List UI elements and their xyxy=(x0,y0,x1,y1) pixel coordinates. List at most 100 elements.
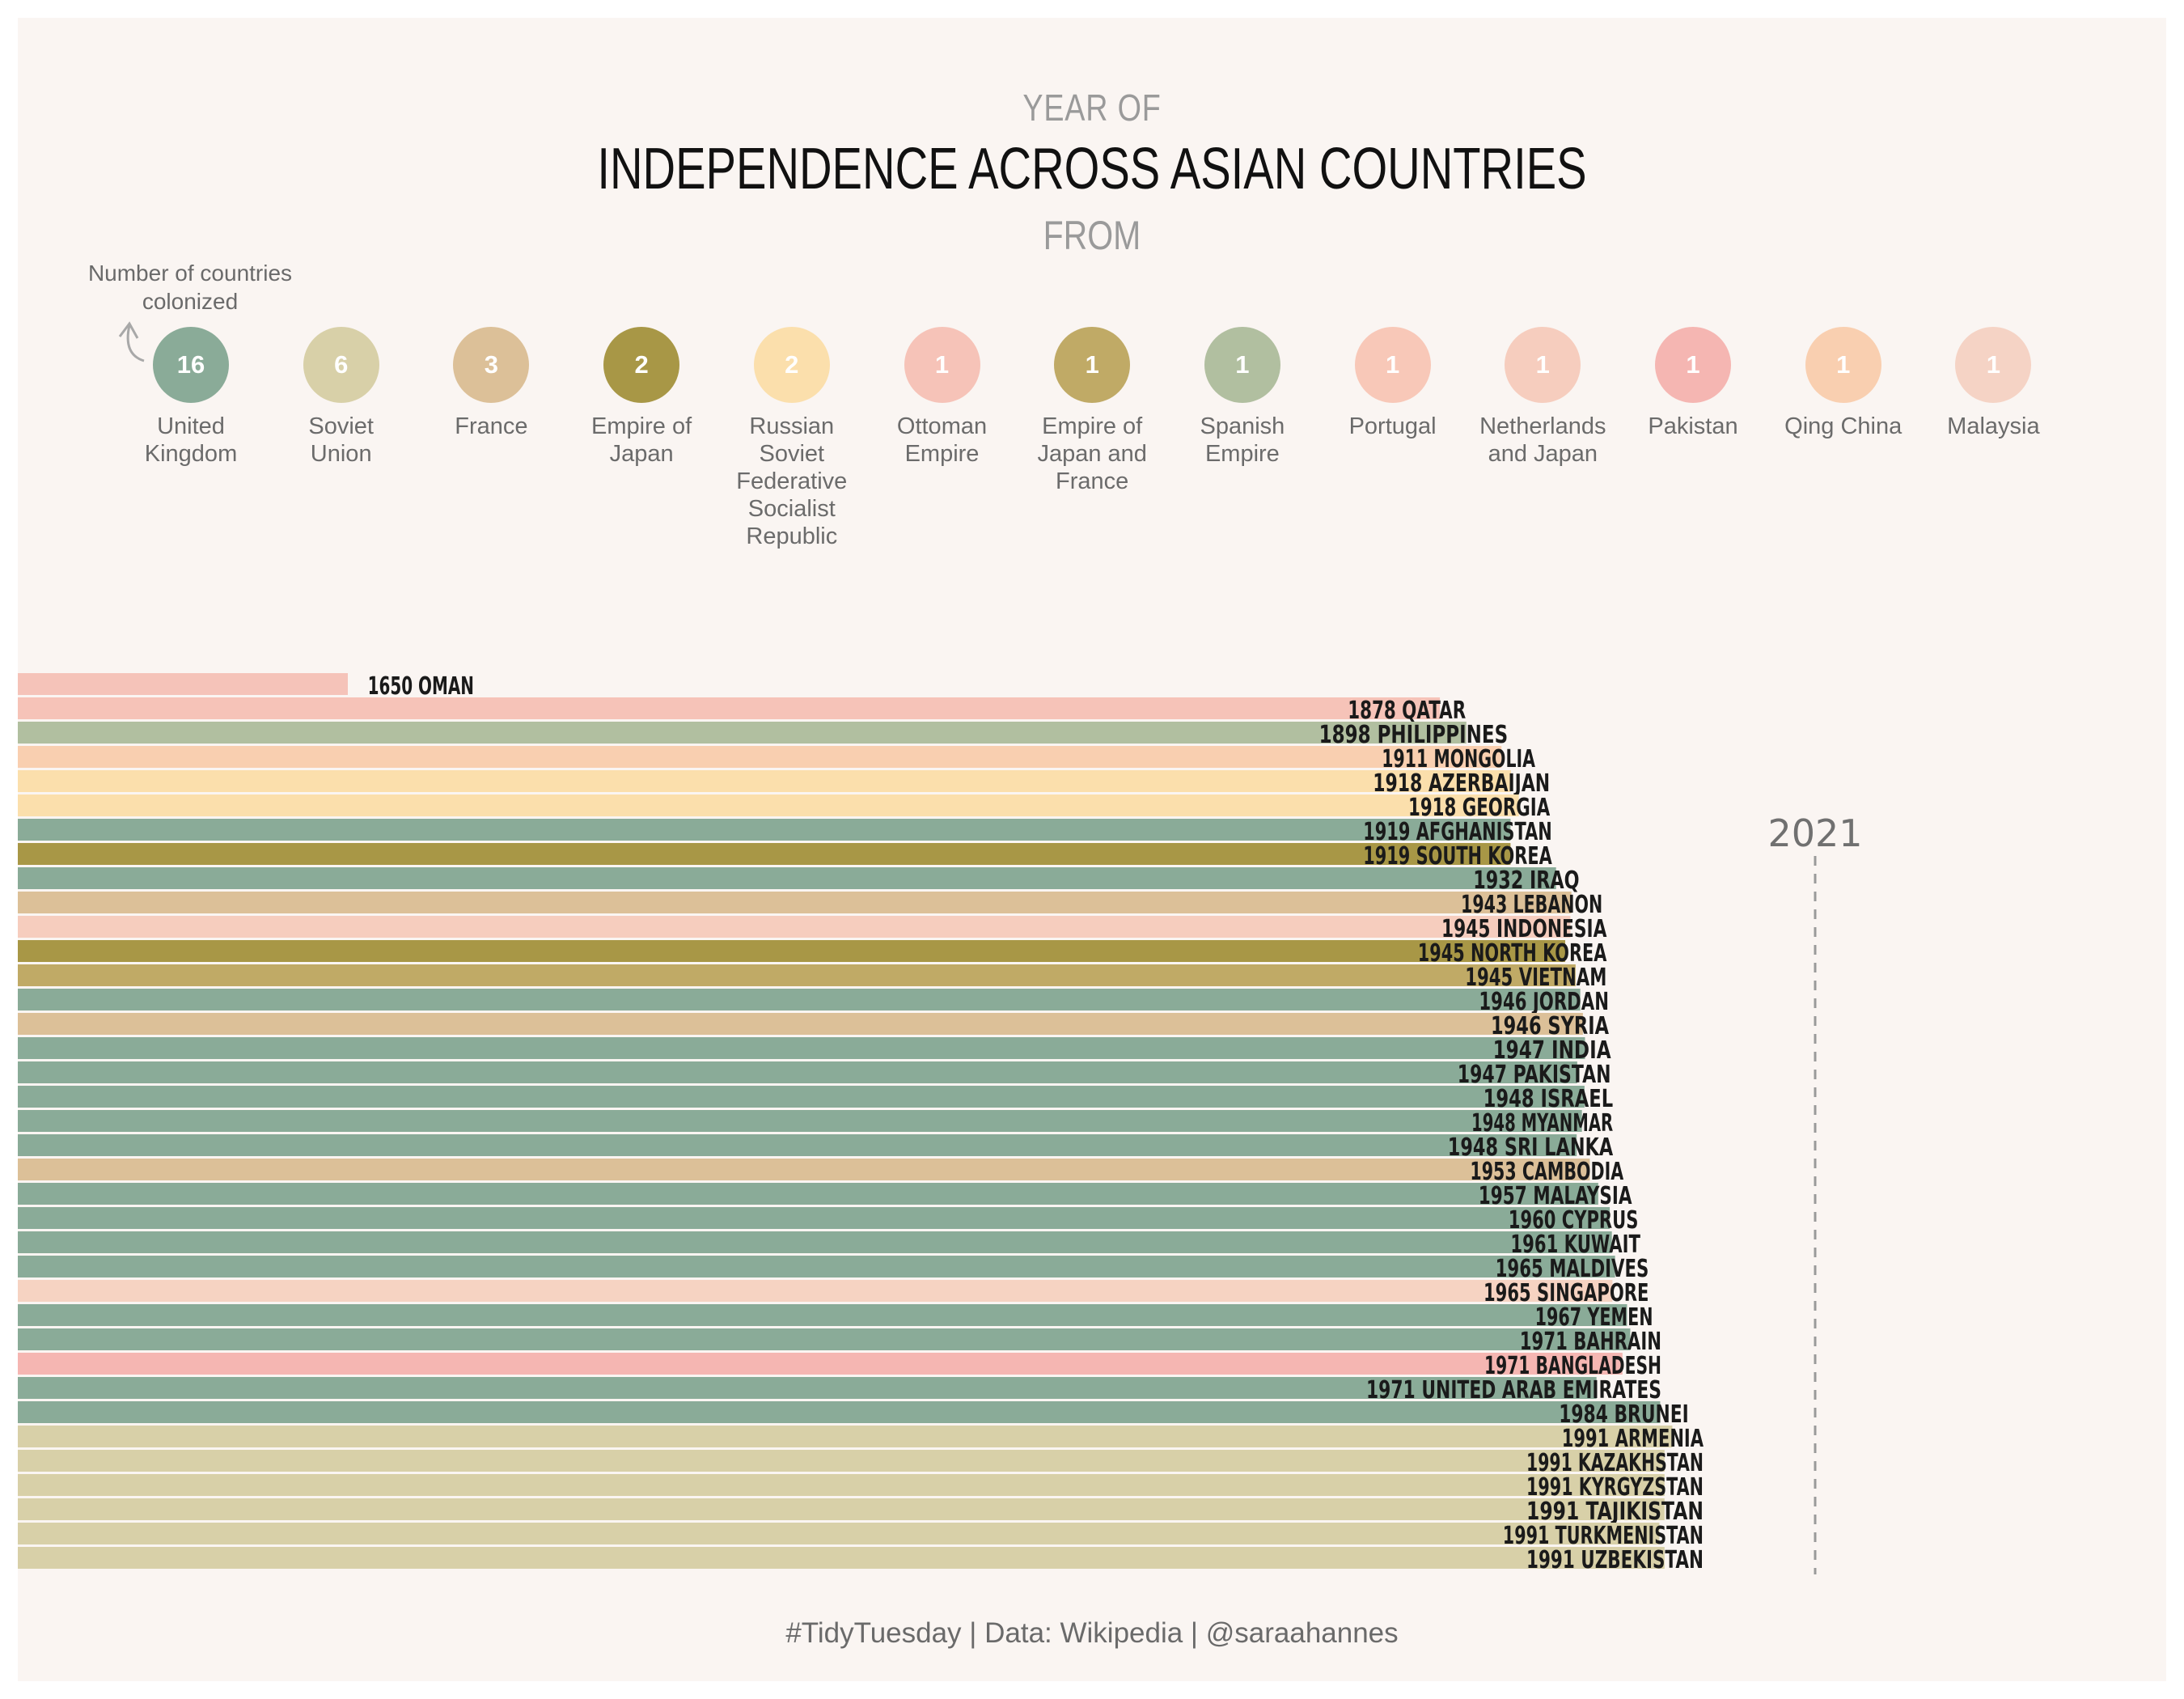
bar-label: 1946 SYRIA xyxy=(1491,1012,1610,1040)
legend-label: Netherlands and Japan xyxy=(1479,413,1606,467)
bar xyxy=(18,1207,1610,1229)
bar-label: 1947 PAKISTAN xyxy=(1458,1061,1611,1089)
title-top: YEAR OF xyxy=(1022,87,1162,129)
bar-label: 1943 LEBANON xyxy=(1461,891,1602,919)
legend-label: Soviet Union xyxy=(308,413,374,467)
bar xyxy=(18,1474,1665,1496)
bar-label: 1919 AFGHANISTAN xyxy=(1363,818,1552,846)
bar xyxy=(18,1450,1665,1472)
bar xyxy=(18,819,1511,841)
bar xyxy=(18,1304,1627,1326)
bar-label: 1965 MALDIVES xyxy=(1496,1255,1649,1283)
legend-label: Malaysia xyxy=(1947,413,2040,439)
bar xyxy=(18,1498,1665,1520)
curved-arrow-icon xyxy=(118,321,145,362)
bar-label: 1967 YEMEN xyxy=(1535,1303,1653,1332)
bar-label: 1991 UZBEKISTAN xyxy=(1526,1546,1704,1574)
legend-count-circle: 1 xyxy=(904,327,980,403)
bar xyxy=(18,1159,1590,1180)
bar-label: 1971 UNITED ARAB EMIRATES xyxy=(1366,1376,1661,1405)
bar xyxy=(18,1426,1673,1447)
bar xyxy=(18,794,1519,816)
bar xyxy=(18,1231,1612,1253)
bar xyxy=(18,1523,1660,1544)
bar-label: 1984 BRUNEI xyxy=(1559,1400,1689,1429)
bar-label: 1948 SRI LANKA xyxy=(1448,1133,1614,1162)
bar xyxy=(18,1256,1615,1277)
bar-label: 1878 QATAR xyxy=(1348,697,1466,725)
bar xyxy=(18,892,1572,913)
bar xyxy=(18,1183,1598,1205)
bar-label: 1919 SOUTH KOREA xyxy=(1363,842,1552,871)
bar xyxy=(18,989,1581,1011)
bar-label: 1991 KAZAKHSTAN xyxy=(1526,1449,1704,1477)
bar-label: 1957 MALAYSIA xyxy=(1479,1182,1632,1210)
legend-label: Empire of Japan xyxy=(591,413,692,467)
bar-label: 1991 TAJIKISTAN xyxy=(1526,1498,1704,1526)
bar-label: 1971 BAHRAIN xyxy=(1520,1328,1661,1356)
legend-label: Portugal xyxy=(1348,413,1437,439)
bar-label: 1898 PHILIPPINES xyxy=(1319,721,1509,749)
bar xyxy=(18,1547,1665,1569)
chart-title: INDEPENDENCE ACROSS ASIAN COUNTRIES xyxy=(597,137,1587,201)
bar xyxy=(18,1086,1585,1108)
legend-count-circle: 1 xyxy=(1955,327,2032,403)
legend-label: United Kingdom xyxy=(144,413,238,467)
bar-label: 1650 OMAN xyxy=(368,672,474,701)
legend-count-circle: 1 xyxy=(1054,327,1131,403)
legend-count-circle: 1 xyxy=(1505,327,1581,403)
bar xyxy=(18,770,1512,792)
legend-count-circle: 6 xyxy=(303,327,379,403)
legend-count-circle: 1 xyxy=(1204,327,1280,403)
bar-label: 1960 CYPRUS xyxy=(1509,1206,1639,1235)
bar xyxy=(18,1328,1631,1350)
legend-label: Qing China xyxy=(1784,413,1903,439)
bar xyxy=(18,1377,1597,1399)
caption: #TidyTuesday | Data: Wikipedia | @saraah… xyxy=(785,1617,1399,1649)
legend-label: Russian Soviet Federative Socialist Repu… xyxy=(736,413,848,549)
legend-count-circle: 1 xyxy=(1354,327,1431,403)
bar xyxy=(18,1401,1661,1423)
legend-label: Empire of Japan and France xyxy=(1037,413,1147,494)
bar-label: 1945 NORTH KOREA xyxy=(1418,939,1607,968)
legend-note: Number of countries colonized xyxy=(87,261,293,314)
title-bottom: FROM xyxy=(1043,213,1141,258)
bar-label: 1965 SINGAPORE xyxy=(1484,1279,1649,1307)
bar-label: 1948 MYANMAR xyxy=(1471,1109,1613,1138)
bar xyxy=(18,1134,1577,1156)
bar xyxy=(18,867,1556,889)
bar-label: 1946 JORDAN xyxy=(1479,988,1609,1016)
legend-label: Pakistan xyxy=(1648,413,1738,439)
bar xyxy=(18,843,1511,865)
legend-label: Spanish Empire xyxy=(1200,413,1285,467)
bar xyxy=(18,940,1566,962)
bar-label: 1991 TURKMENISTAN xyxy=(1503,1522,1704,1550)
bar xyxy=(18,1061,1577,1083)
legend-label: France xyxy=(455,413,528,439)
bar xyxy=(18,697,1441,719)
bar-label: 1971 BANGLADESH xyxy=(1484,1352,1661,1380)
bar xyxy=(18,1353,1623,1375)
bar-label: 1991 ARMENIA xyxy=(1562,1425,1704,1453)
bar-label: 1953 CAMBODIA xyxy=(1470,1158,1623,1186)
legend-count-circle: 16 xyxy=(153,327,229,403)
bar-label: 1961 KUWAIT xyxy=(1510,1231,1640,1259)
bar xyxy=(18,722,1467,744)
legend-count-circle: 2 xyxy=(753,327,830,403)
bar-label: 1991 KYRGYZSTAN xyxy=(1526,1473,1704,1502)
bar-label: 1948 ISRAEL xyxy=(1484,1085,1614,1113)
reference-line-label: 2021 xyxy=(1767,811,1862,855)
bar-label: 1932 IRAQ xyxy=(1473,866,1579,895)
bar xyxy=(18,1037,1585,1059)
bar-label: 1911 MONGOLIA xyxy=(1382,745,1535,773)
legend-count-circle: 1 xyxy=(1805,327,1881,403)
bar-label: 1947 INDIA xyxy=(1493,1036,1612,1065)
legend-count-circle: 3 xyxy=(453,327,530,403)
bar xyxy=(18,746,1502,768)
bar xyxy=(18,1280,1613,1302)
bar-label: 1918 AZERBAIJAN xyxy=(1373,769,1550,798)
bar xyxy=(18,964,1576,986)
legend-count-circle: 2 xyxy=(603,327,680,403)
bar xyxy=(18,1013,1583,1035)
